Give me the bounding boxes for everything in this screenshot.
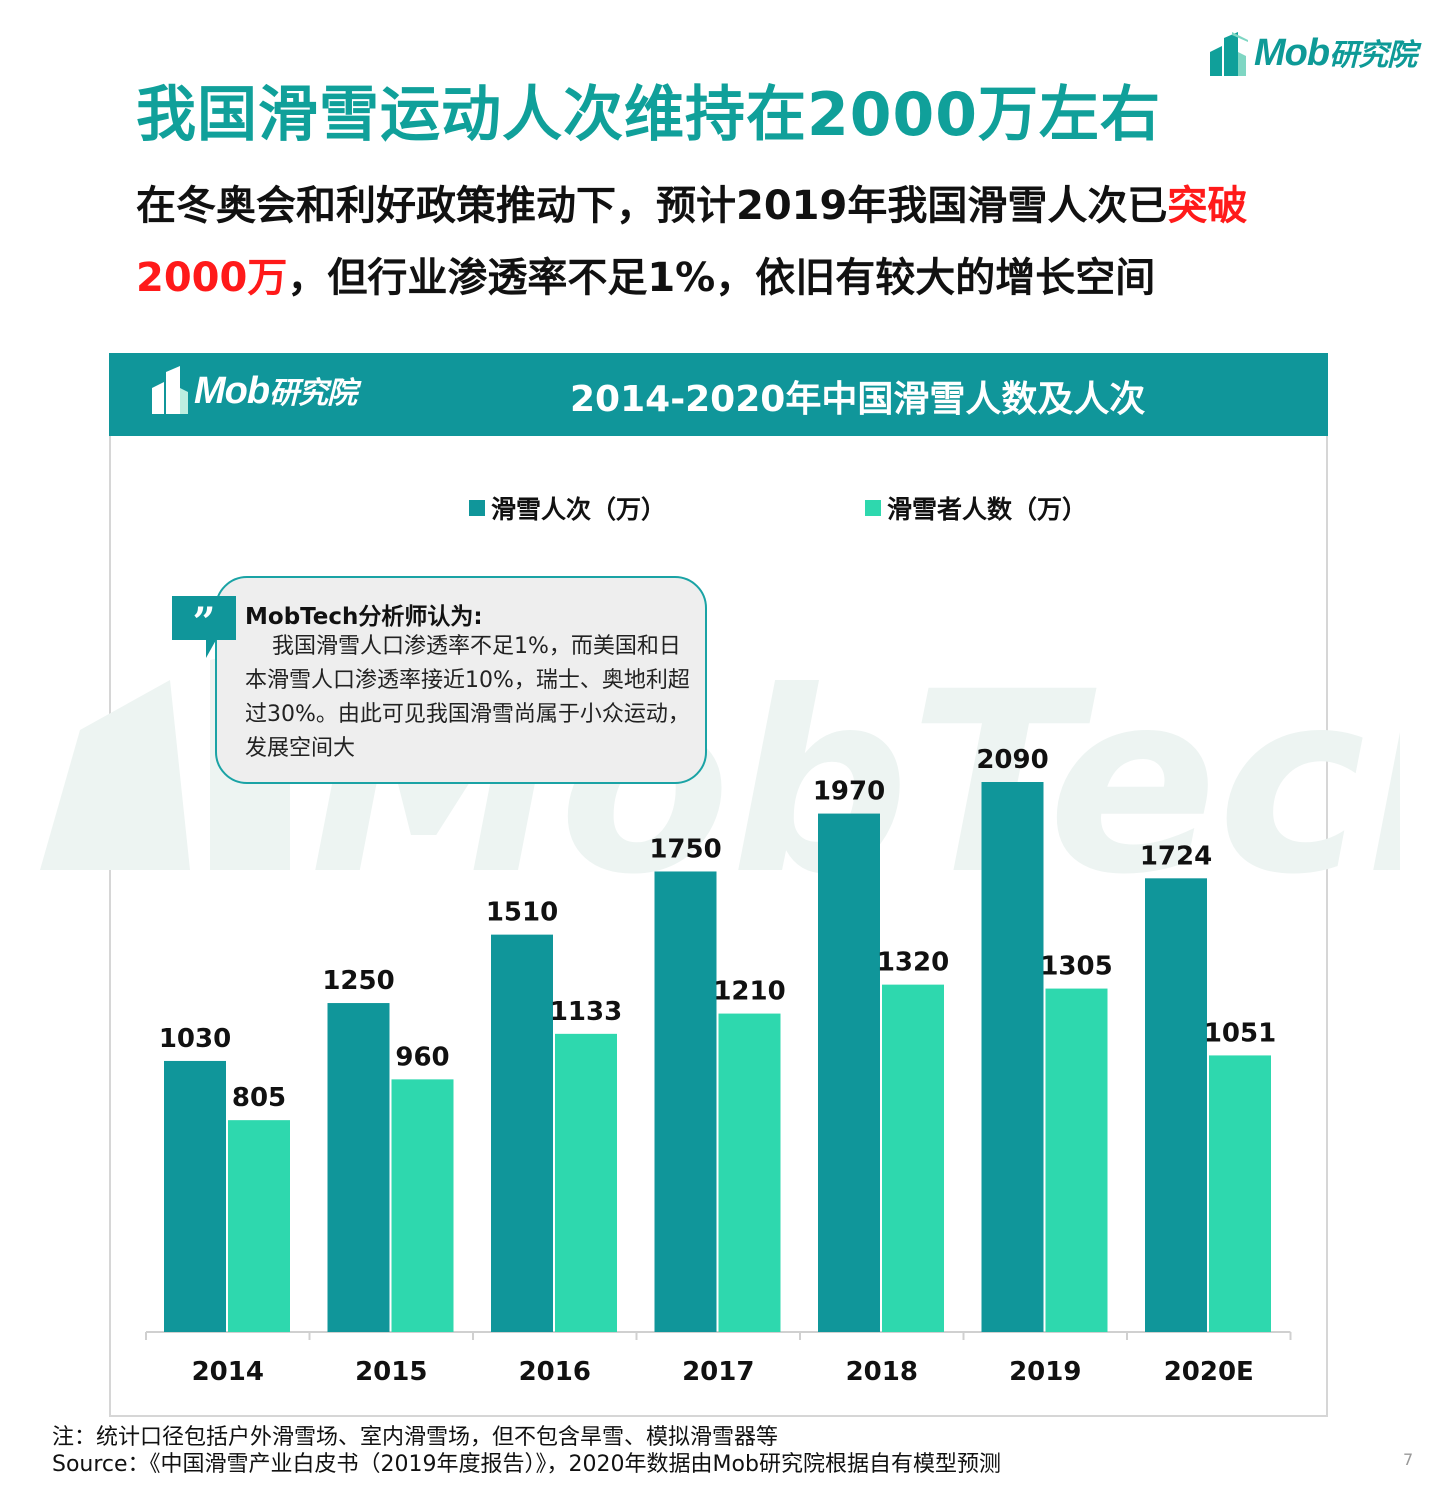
quote-icon: ” [172, 596, 236, 658]
data-label: 1724 [1140, 841, 1212, 871]
x-tick-label: 2017 [682, 1357, 754, 1387]
bar-skiers [391, 1079, 454, 1332]
data-label: 960 [395, 1042, 449, 1072]
legend-item-skiers: 滑雪者人数（万） [865, 490, 1087, 526]
chart-header-bar [109, 353, 1328, 436]
bar-ski-visits [654, 871, 717, 1332]
bar-ski-visits [327, 1003, 390, 1332]
bar-skiers [882, 984, 944, 1332]
footnote: 注：统计口径包括户外滑雪场、室内滑雪场，但不包含旱雪、模拟滑雪器等 Source… [52, 1424, 1001, 1478]
chart-title: 2014-2020年中国滑雪人数及人次 [570, 379, 1146, 420]
legend-swatch-skiers [865, 500, 881, 516]
bar-skiers [1045, 988, 1108, 1332]
data-label: 1133 [550, 997, 622, 1027]
data-label: 2090 [976, 745, 1048, 775]
mob-logo: Mob研究院 [1208, 30, 1417, 78]
subtitle-part1: 在冬奥会和利好政策推动下，预计2019年我国滑雪人次已 [136, 183, 1168, 229]
page-number: 7 [1403, 1450, 1414, 1469]
data-label: 1750 [649, 834, 721, 864]
x-tick-label: 2019 [1009, 1357, 1081, 1387]
data-label: 1210 [713, 977, 785, 1007]
x-tick-label: 2020E [1164, 1357, 1254, 1387]
data-label: 805 [232, 1083, 286, 1113]
footnote-note: 注：统计口径包括户外滑雪场、室内滑雪场，但不包含旱雪、模拟滑雪器等 [52, 1425, 779, 1450]
bar-ski-visits [491, 934, 553, 1332]
legend-label-skiers: 滑雪者人数（万） [887, 495, 1088, 524]
panel-logo-cn: 研究院 [269, 377, 357, 410]
panel-logo: Mob研究院 [150, 362, 357, 416]
legend-item-ski-visits: 滑雪人次（万） [469, 490, 666, 526]
data-label: 1510 [486, 898, 558, 928]
bar-skiers [555, 1033, 617, 1332]
page-title: 我国滑雪运动人次维持在2000万左右 [136, 80, 1161, 150]
mob-logo-icon [1210, 32, 1248, 76]
panel-logo-text: Mob [194, 370, 270, 412]
bar-ski-visits [818, 813, 880, 1332]
mob-logo-cn: 研究院 [1329, 39, 1417, 72]
bar-ski-visits [981, 782, 1044, 1332]
data-label: 1250 [322, 966, 394, 996]
data-label: 1970 [813, 777, 885, 807]
panel-logo-icon [152, 366, 188, 414]
subtitle-part2: ，但行业渗透率不足1%，依旧有较大的增长空间 [287, 255, 1156, 301]
subtitle-highlight-2: 2000万 [136, 255, 288, 301]
mob-logo-text: Mob [1254, 32, 1330, 74]
footnote-source: Source：《中国滑雪产业白皮书（2019年度报告）》，2020年数据由Mob… [52, 1452, 1001, 1477]
legend-label-ski-visits: 滑雪人次（万） [491, 495, 667, 524]
x-tick-label: 2018 [846, 1357, 918, 1387]
data-label: 1030 [159, 1024, 231, 1054]
legend-swatch-ski-visits [469, 500, 485, 516]
data-label: 1305 [1040, 952, 1112, 982]
bar-skiers [228, 1120, 290, 1332]
bar-ski-visits [1145, 878, 1207, 1332]
bar-skiers [1209, 1055, 1271, 1332]
callout-title: MobTech分析师认为: [245, 604, 483, 630]
svg-text:”: ” [192, 599, 215, 646]
subtitle-highlight-1: 突破 [1167, 183, 1248, 229]
x-tick-label: 2016 [519, 1357, 591, 1387]
x-tick-label: 2014 [192, 1357, 264, 1387]
page-subtitle: 在冬奥会和利好政策推动下，预计2019年我国滑雪人次已突破 2000万，但行业渗透… [136, 170, 1326, 314]
data-label: 1051 [1204, 1018, 1276, 1048]
analyst-callout [215, 576, 707, 784]
bar-ski-visits [164, 1060, 226, 1332]
x-tick-label: 2015 [355, 1357, 427, 1387]
bar-skiers [718, 1013, 781, 1332]
callout-text: 我国滑雪人口渗透率不足1%，而美国和日本滑雪人口渗透率接近10%，瑞士、奥地利超… [245, 634, 690, 761]
chart-panel [109, 353, 1328, 1417]
data-label: 1320 [877, 948, 949, 978]
